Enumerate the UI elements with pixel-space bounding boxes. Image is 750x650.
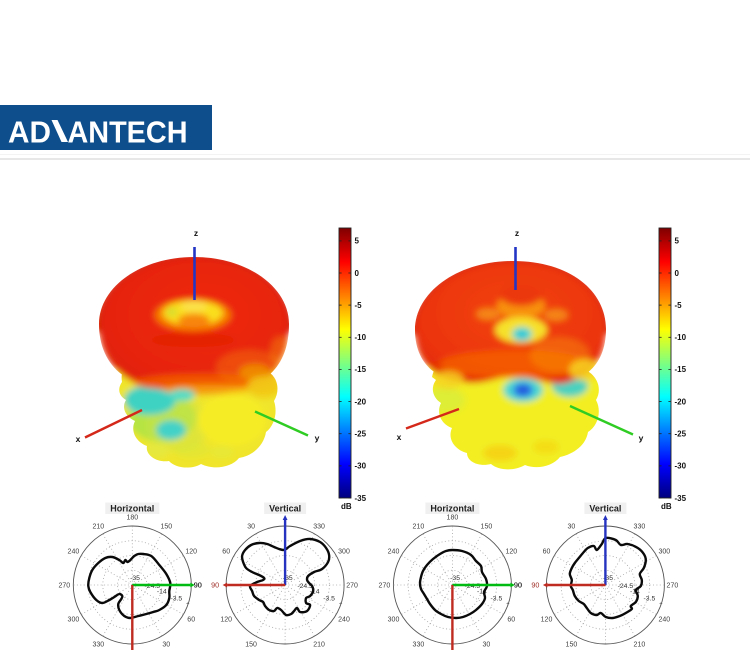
- svg-text:120: 120: [185, 549, 197, 556]
- svg-text:90: 90: [194, 581, 202, 590]
- svg-text:270: 270: [346, 583, 358, 590]
- svg-text:Vertical: Vertical: [269, 504, 301, 514]
- svg-text:210: 210: [313, 642, 325, 649]
- svg-text:30: 30: [162, 642, 170, 649]
- svg-text:300: 300: [658, 549, 670, 556]
- svg-text:-3.5: -3.5: [323, 596, 335, 603]
- svg-text:330: 330: [92, 642, 104, 649]
- svg-text:-35: -35: [675, 494, 687, 503]
- svg-text:120: 120: [505, 549, 517, 556]
- svg-text:ANTECH: ANTECH: [68, 114, 188, 149]
- svg-text:-14: -14: [157, 589, 167, 596]
- svg-text:-35: -35: [283, 575, 293, 582]
- svg-text:270: 270: [58, 583, 70, 590]
- svg-text:-35: -35: [603, 575, 613, 582]
- svg-text:210: 210: [634, 642, 646, 649]
- svg-text:-20: -20: [355, 397, 367, 406]
- svg-text:-25: -25: [355, 430, 367, 439]
- svg-text:240: 240: [658, 617, 670, 624]
- svg-text:30: 30: [483, 642, 491, 649]
- svg-text:90: 90: [514, 583, 522, 590]
- svg-text:90: 90: [194, 583, 202, 590]
- svg-text:120: 120: [541, 617, 553, 624]
- svg-text:-5: -5: [355, 301, 363, 310]
- svg-text:60: 60: [543, 549, 551, 556]
- svg-text:-35: -35: [450, 575, 460, 582]
- svg-text:-14: -14: [477, 589, 487, 596]
- svg-text:30: 30: [568, 524, 576, 531]
- svg-text:210: 210: [413, 524, 425, 531]
- svg-text:x: x: [76, 434, 81, 444]
- svg-text:270: 270: [379, 583, 391, 590]
- svg-text:270: 270: [667, 583, 679, 590]
- svg-text:z: z: [515, 228, 519, 238]
- svg-text:-24.5: -24.5: [618, 583, 634, 590]
- svg-text:-35: -35: [355, 494, 367, 503]
- svg-text:-35: -35: [130, 575, 140, 582]
- svg-text:-30: -30: [675, 462, 687, 471]
- svg-text:x: x: [397, 432, 402, 442]
- svg-text:60: 60: [507, 617, 515, 624]
- svg-text:330: 330: [634, 524, 646, 531]
- svg-text:-24.5: -24.5: [465, 583, 481, 590]
- svg-text:90: 90: [514, 581, 522, 590]
- svg-text:150: 150: [566, 642, 578, 649]
- svg-text:240: 240: [68, 549, 80, 556]
- svg-text:Horizontal: Horizontal: [430, 504, 474, 514]
- svg-text:90: 90: [531, 581, 539, 590]
- svg-text:150: 150: [160, 524, 172, 531]
- svg-text:-15: -15: [355, 365, 367, 374]
- svg-text:240: 240: [388, 549, 400, 556]
- svg-text:+: +: [186, 602, 190, 608]
- svg-text:240: 240: [338, 617, 350, 624]
- svg-text:-24.5: -24.5: [297, 583, 313, 590]
- svg-text:-10: -10: [355, 333, 367, 342]
- svg-text:0: 0: [355, 269, 360, 278]
- svg-text:180: 180: [447, 515, 459, 522]
- svg-text:5: 5: [355, 237, 360, 246]
- svg-text:-3.5: -3.5: [644, 596, 656, 603]
- svg-text:+: +: [506, 602, 510, 608]
- svg-text:z: z: [194, 228, 198, 238]
- svg-text:-30: -30: [355, 462, 367, 471]
- svg-text:210: 210: [92, 524, 104, 531]
- svg-text:300: 300: [68, 617, 80, 624]
- svg-text:180: 180: [126, 515, 138, 522]
- svg-text:-14: -14: [310, 589, 320, 596]
- svg-text:300: 300: [388, 617, 400, 624]
- svg-text:60: 60: [222, 549, 230, 556]
- svg-text:-24.5: -24.5: [145, 583, 161, 590]
- svg-text:-3.5: -3.5: [170, 596, 182, 603]
- svg-text:-3.5: -3.5: [491, 596, 503, 603]
- svg-text:300: 300: [338, 549, 350, 556]
- svg-text:-25: -25: [675, 430, 687, 439]
- svg-text:Vertical: Vertical: [589, 504, 621, 514]
- svg-text:330: 330: [413, 642, 425, 649]
- svg-text:0: 0: [675, 269, 680, 278]
- svg-text:+: +: [659, 602, 663, 608]
- svg-text:dB: dB: [341, 502, 352, 511]
- svg-text:y: y: [315, 433, 320, 443]
- svg-text:y: y: [639, 433, 644, 443]
- svg-text:150: 150: [245, 642, 257, 649]
- svg-text:150: 150: [481, 524, 493, 531]
- svg-text:+: +: [339, 602, 343, 608]
- svg-text:AD: AD: [8, 114, 51, 149]
- svg-text:330: 330: [313, 524, 325, 531]
- svg-text:-20: -20: [675, 397, 687, 406]
- svg-text:30: 30: [247, 524, 255, 531]
- svg-text:120: 120: [220, 617, 232, 624]
- svg-text:5: 5: [675, 237, 680, 246]
- svg-text:60: 60: [187, 617, 195, 624]
- svg-text:Horizontal: Horizontal: [110, 504, 154, 514]
- svg-text:dB: dB: [661, 502, 672, 511]
- svg-text:-10: -10: [675, 333, 687, 342]
- svg-text:-15: -15: [675, 365, 687, 374]
- svg-text:-5: -5: [675, 301, 683, 310]
- svg-text:90: 90: [211, 581, 219, 590]
